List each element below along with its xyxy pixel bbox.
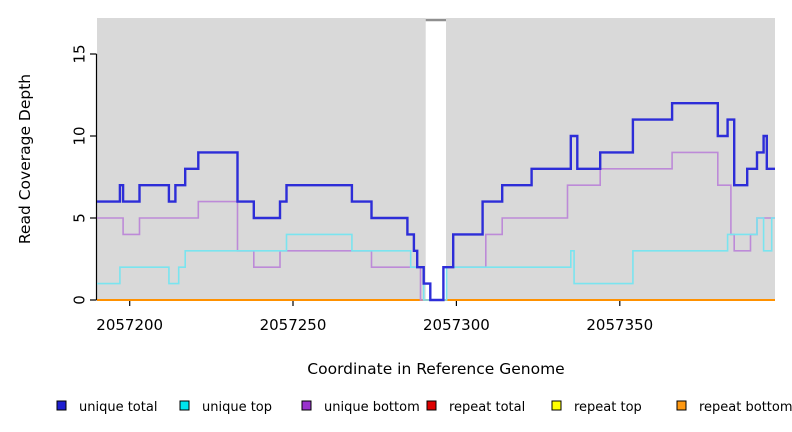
series-line-unique-total — [97, 102, 775, 302]
y-tick-label: 15 — [70, 44, 88, 63]
legend-item-unique-total: unique total — [56, 400, 157, 415]
y-tick-label: 5 — [70, 213, 88, 223]
legend-swatch — [301, 400, 312, 411]
legend-item-repeat-bottom: repeat bottom — [676, 400, 792, 415]
legend-item-unique-bottom: unique bottom — [301, 400, 420, 415]
y-tick-label: 10 — [70, 126, 88, 145]
legend-swatch — [551, 400, 562, 411]
repeat-gap-band — [425, 18, 446, 300]
x-tick-label: 2057250 — [260, 316, 327, 334]
legend-label: repeat top — [574, 400, 642, 415]
x-tick-label: 2057350 — [586, 316, 653, 334]
chart-legend: unique total unique top unique bottom repea… — [56, 400, 792, 415]
legend-label: unique top — [202, 400, 272, 415]
legend-label: unique bottom — [324, 400, 420, 415]
x-tick-label: 2057300 — [423, 316, 490, 334]
y-tick-label: 0 — [70, 295, 88, 305]
x-axis-title: Coordinate in Reference Genome — [307, 360, 564, 378]
legend-swatch — [426, 400, 437, 411]
y-axis-title: Read Coverage Depth — [16, 74, 34, 244]
legend-item-repeat-total: repeat total — [426, 400, 525, 415]
legend-swatch — [676, 400, 687, 411]
legend-swatch — [56, 400, 67, 411]
legend-item-unique-top: unique top — [179, 400, 272, 415]
x-tick-label: 2057200 — [96, 316, 163, 334]
legend-label: unique total — [79, 400, 157, 415]
legend-label: repeat bottom — [699, 400, 792, 415]
legend-label: repeat total — [449, 400, 525, 415]
legend-item-repeat-top: repeat top — [551, 400, 642, 415]
legend-swatch — [179, 400, 190, 411]
